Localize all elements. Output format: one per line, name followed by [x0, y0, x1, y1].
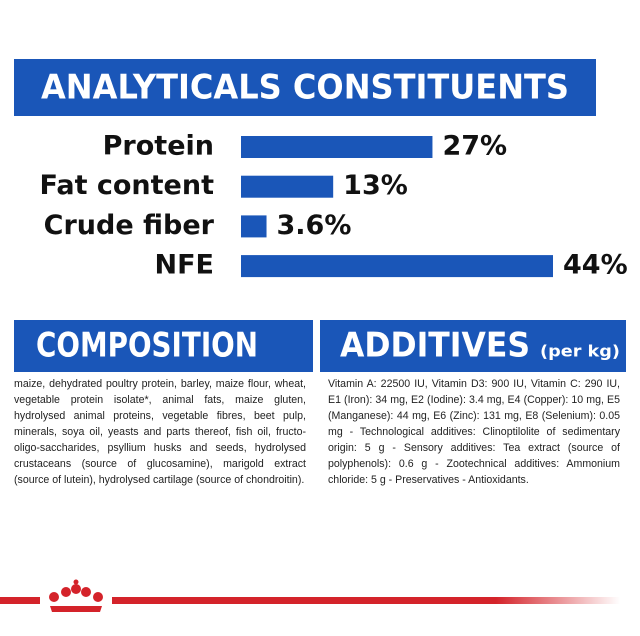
value-label: 13%	[343, 170, 408, 201]
category-label: NFE	[155, 250, 214, 281]
category-label: Fat content	[39, 170, 214, 201]
footer-stripe	[0, 597, 620, 604]
title-band	[14, 59, 596, 116]
additives-unit: (per kg)	[540, 342, 620, 361]
category-label: Crude fiber	[44, 210, 215, 241]
value-label: 27%	[442, 131, 507, 162]
crown-logo	[40, 579, 112, 612]
chart-title: ANALYTICALS CONSTITUENTS	[41, 68, 569, 108]
bar	[241, 136, 433, 158]
composition-title: COMPOSITION	[36, 326, 258, 366]
additives-text: Vitamin A: 22500 IU, Vitamin D3: 900 IU,…	[328, 378, 620, 486]
value-label: 3.6%	[277, 210, 352, 241]
composition-text: maize, dehydrated poultry protein, barle…	[14, 378, 306, 486]
bar	[241, 215, 267, 238]
bar	[241, 175, 334, 198]
additives-title: ADDITIVES	[340, 326, 530, 366]
value-label: 44%	[563, 250, 628, 281]
composition-band	[14, 320, 313, 372]
additives-band	[320, 320, 626, 372]
bar	[241, 255, 553, 278]
category-label: Protein	[103, 131, 214, 162]
